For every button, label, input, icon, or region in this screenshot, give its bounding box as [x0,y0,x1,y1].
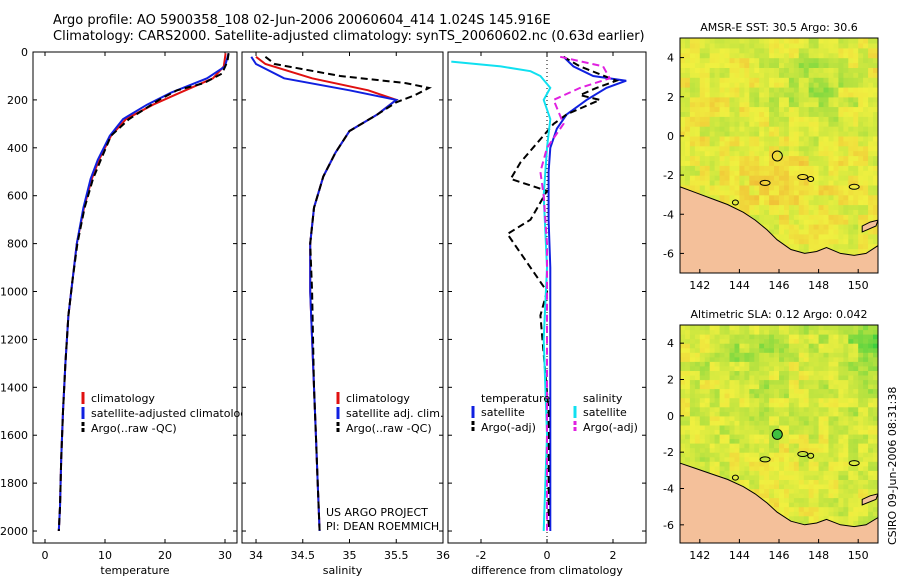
difference-xtick-label: 0 [544,549,551,562]
sst-map-xtick-label: 148 [808,279,829,292]
sla-map-island [861,493,878,506]
sla-map-field [680,325,878,543]
sla-map-xtick-label: 148 [808,549,829,562]
sst-map-land [680,186,878,273]
temperature-xtick-label: 20 [158,549,172,562]
diff-legend-temperature-title: temperature [481,392,550,405]
salinity-xtick-label: 35 [343,549,357,562]
salinity-legend-0-label: climatology [346,392,410,405]
salinity-panel: 34 34.5 35 35.5 36 salinity climatology satelli… [241,51,450,577]
salinity-xtick-label: 34 [249,549,263,562]
sla-map-island-outline [807,452,815,459]
salinity-xlabel: salinity [323,564,363,577]
sla-map-ytick-label: -4 [663,483,674,496]
difference-series-salinity-satellite [451,60,552,532]
temperature-legend-0-label: climatology [91,392,155,405]
depth-tick-label: 1400 [0,381,28,394]
sst-map-panel: 142 144 146 148 150 -6 -4 -2 0 2 4 AMSR-E SST: 30.5… [663,21,879,292]
sst-map-island-outline [807,176,815,182]
depth-tick-label: 400 [7,142,28,155]
temperature-frame [32,51,238,544]
sst-map-xtick-label: 144 [729,279,750,292]
sla-map-title: Altimetric SLA: 0.12 Argo: 0.042 [690,308,867,321]
depth-tick-label: 1200 [0,333,28,346]
sla-map-ytick-label: -6 [663,519,674,532]
difference-xlabel: difference from climatology [471,564,623,577]
sst-map-argo-marker [771,150,783,162]
sst-map-island-outline [797,174,809,180]
sla-map-panel: 142 144 146 148 150 -6 -4 -2 0 2 4 Altimetric SLA: … [663,308,879,562]
climatology-subtitle: Climatology: CARS2000. Satellite-adjuste… [53,29,645,44]
salinity-xtick-label: 36 [436,549,450,562]
sst-map-ytick-label: 4 [667,52,674,65]
sst-map-island-outline [759,179,771,186]
sst-map-xtick-label: 150 [848,279,869,292]
sst-map-title: AMSR-E SST: 30.5 Argo: 30.6 [700,21,858,34]
difference-series-temperature-argo-adj- [505,55,620,531]
sst-map-xtick-label: 146 [769,279,790,292]
sla-map-xtick-label: 146 [769,549,790,562]
temperature-xtick-label: 30 [218,549,232,562]
difference-xtick-label: 2 [610,549,617,562]
sla-map-ytick-label: -2 [663,446,674,459]
sst-map-ytick-label: 2 [667,91,674,104]
temperature-xtick-label: 0 [42,549,49,562]
temperature-legend-1-label: satellite-adjusted climatology [91,407,254,420]
temperature-legend-2-label: Argo(..raw -QC) [91,422,177,435]
sst-map-island-outline [731,199,739,206]
diff-legend-sal-1-label: Argo(-adj) [583,421,638,434]
sst-map-ytick-label: 0 [667,130,674,143]
sla-map-ytick-label: 0 [667,410,674,423]
temperature-panel: 0 10 20 30 0 200 400 600 800 1000 1200 1400 1600 1800… [0,46,254,577]
sla-map-ytick-label: 2 [667,374,674,387]
sla-map-island-outline [759,456,771,463]
sla-map-xtick-label: 150 [848,549,869,562]
sla-map-island-outline [731,474,739,481]
depth-tick-label: 1000 [0,286,28,299]
salinity-legend-1-label: satellite adj. clim. [346,407,443,420]
depth-tick-label: 0 [21,46,28,59]
salinity-legend-2-label: Argo(..raw -QC) [346,422,432,435]
diff-legend-sal-0-label: satellite [583,406,627,419]
sst-map-xtick-label: 142 [689,279,710,292]
salinity-frame [241,51,444,544]
difference-panel: -2 0 2 difference from climatology temperatu… [447,51,647,577]
sst-map-island-outline [848,183,860,190]
salinity-series-argo-raw-qc- [264,56,432,532]
sla-map-xtick-label: 144 [729,549,750,562]
depth-tick-label: 1600 [0,429,28,442]
depth-tick-label: 1800 [0,477,28,490]
temperature-xtick-label: 10 [98,549,112,562]
diff-legend-temp-1-label: Argo(-adj) [481,421,536,434]
sla-map-xtick-label: 142 [689,549,710,562]
sla-map-ytick-label: 4 [667,337,674,350]
sst-map-island [861,219,878,233]
sla-map-island-outline [848,460,860,467]
sla-map-argo-marker [771,428,783,440]
difference-series-salinity-argo-adj- [539,55,612,531]
sst-map-field [680,38,878,273]
pi-annotation: PI: DEAN ROEMMICH [326,520,439,533]
temperature-xlabel: temperature [100,564,169,577]
depth-tick-label: 600 [7,190,28,203]
temperature-series-argo-raw-qc- [57,53,230,532]
sst-map-ytick-label: -4 [663,208,674,221]
depth-tick-label: 2000 [0,525,28,538]
diff-legend-temp-0-label: satellite [481,406,525,419]
sla-map-land [680,462,878,543]
difference-xtick-label: -2 [476,549,487,562]
salinity-xtick-label: 34.5 [291,549,316,562]
project-annotation: US ARGO PROJECT [326,506,428,519]
diff-legend-salinity-title: salinity [583,392,623,405]
profile-title: Argo profile: AO 5900358_108 02-Jun-2006… [53,13,551,28]
depth-tick-label: 800 [7,238,28,251]
salinity-xtick-label: 35.5 [384,549,409,562]
depth-tick-label: 200 [7,94,28,107]
sst-map-ytick-label: -2 [663,169,674,182]
sst-map-ytick-label: -6 [663,247,674,260]
